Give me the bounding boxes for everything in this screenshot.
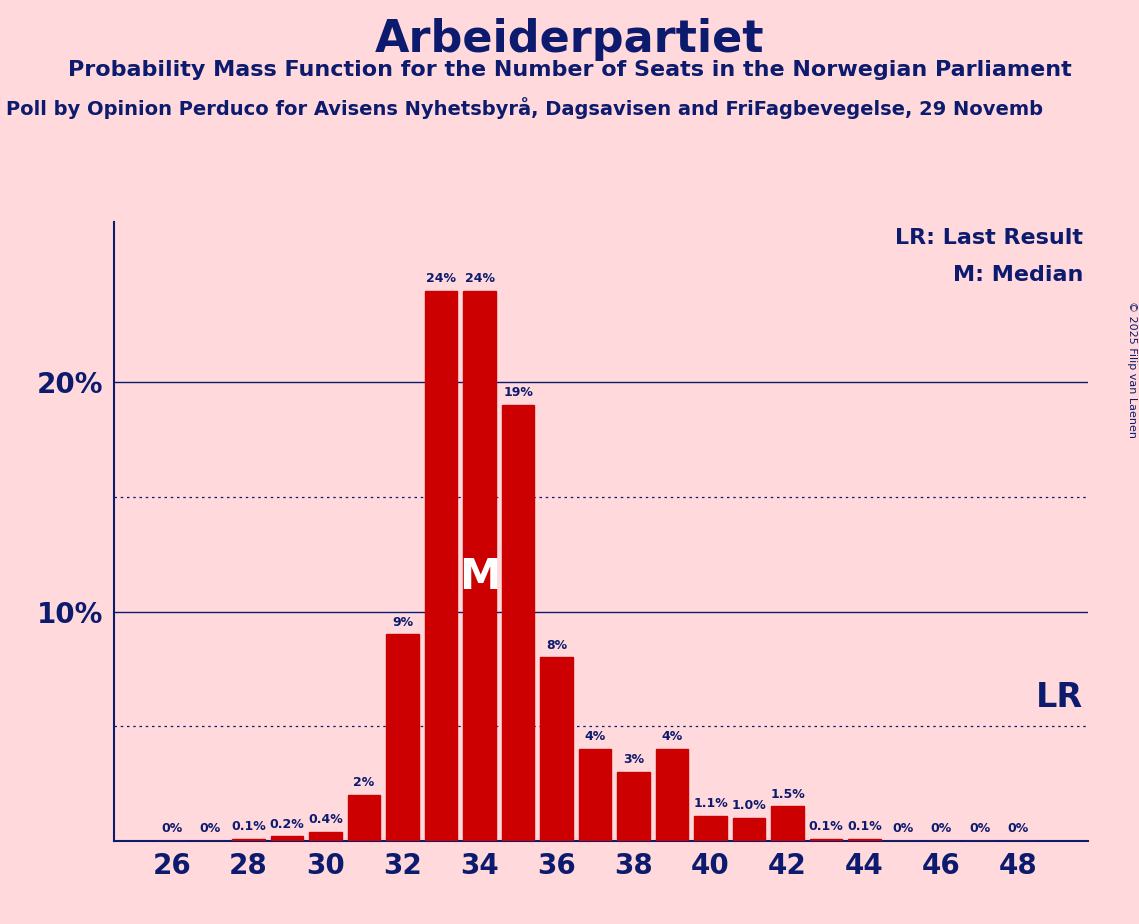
Text: Arbeiderpartiet: Arbeiderpartiet	[375, 18, 764, 62]
Text: 3%: 3%	[623, 753, 644, 766]
Bar	[464, 290, 495, 841]
Text: 0%: 0%	[931, 822, 952, 835]
Text: 0.4%: 0.4%	[309, 813, 343, 826]
Text: 0%: 0%	[969, 822, 991, 835]
Text: 19%: 19%	[503, 386, 533, 399]
Text: M: M	[459, 556, 500, 598]
Text: LR: LR	[1035, 681, 1083, 714]
Text: Probability Mass Function for the Number of Seats in the Norwegian Parliament: Probability Mass Function for the Number…	[67, 60, 1072, 80]
Text: 0.2%: 0.2%	[270, 818, 304, 831]
Text: 1.0%: 1.0%	[731, 799, 767, 812]
Text: 0.1%: 0.1%	[847, 820, 882, 833]
Text: 0%: 0%	[1008, 822, 1029, 835]
Text: 1.1%: 1.1%	[694, 796, 728, 809]
Text: 24%: 24%	[465, 272, 494, 285]
Text: 24%: 24%	[426, 272, 456, 285]
Bar	[617, 772, 650, 841]
Text: 2%: 2%	[353, 776, 375, 789]
Bar	[656, 749, 688, 841]
Text: Poll by Opinion Perduco for Avisens Nyhetsbyrå, Dagsavisen and FriFagbevegelse, : Poll by Opinion Perduco for Avisens Nyhe…	[6, 97, 1042, 119]
Text: 0.1%: 0.1%	[231, 820, 267, 833]
Bar	[579, 749, 612, 841]
Text: LR: Last Result: LR: Last Result	[895, 228, 1083, 248]
Bar	[732, 818, 765, 841]
Text: © 2025 Filip van Laenen: © 2025 Filip van Laenen	[1126, 301, 1137, 438]
Text: 9%: 9%	[392, 615, 413, 628]
Text: 0.1%: 0.1%	[809, 820, 843, 833]
Bar	[232, 839, 265, 841]
Text: 4%: 4%	[584, 730, 606, 744]
Bar	[386, 635, 419, 841]
Bar	[694, 816, 727, 841]
Bar	[771, 807, 804, 841]
Text: 0%: 0%	[199, 822, 221, 835]
Bar	[271, 836, 303, 841]
Bar	[347, 795, 380, 841]
Bar	[501, 406, 534, 841]
Text: 0%: 0%	[161, 822, 182, 835]
Bar	[310, 832, 342, 841]
Bar	[849, 839, 880, 841]
Text: 4%: 4%	[662, 730, 682, 744]
Bar	[425, 290, 458, 841]
Text: 8%: 8%	[546, 638, 567, 651]
Text: 0%: 0%	[892, 822, 913, 835]
Text: M: Median: M: Median	[952, 265, 1083, 286]
Text: 1.5%: 1.5%	[770, 788, 805, 801]
Bar	[540, 657, 573, 841]
Bar	[810, 839, 843, 841]
